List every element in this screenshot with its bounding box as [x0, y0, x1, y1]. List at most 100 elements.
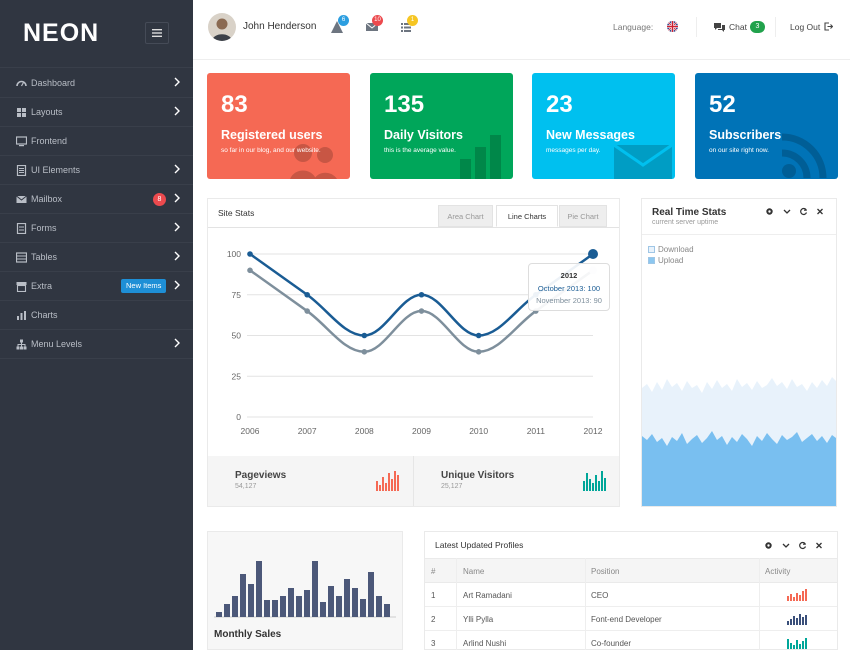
row-name: Arlind Nushi: [463, 639, 507, 648]
realtime-stats-panel: Real Time Stats current server uptime Do…: [641, 198, 837, 507]
sidebar-item-forms[interactable]: Forms: [0, 214, 193, 243]
tile-number: 135: [384, 91, 425, 118]
close-icon[interactable]: [815, 541, 823, 550]
legend-swatch: [648, 246, 655, 253]
sidebar-item-layouts[interactable]: Layouts: [0, 98, 193, 127]
logout-icon[interactable]: [824, 22, 833, 31]
sidebar: NEON Dashboard Layouts Frontend UI Eleme…: [0, 0, 193, 650]
sidebar-item-label: Tables: [31, 252, 58, 262]
data-point: [418, 291, 425, 298]
user-name[interactable]: John Henderson: [243, 21, 317, 32]
data-point: [361, 349, 368, 355]
refresh-icon[interactable]: [798, 541, 807, 550]
sidebar-item-label: Dashboard: [31, 78, 76, 88]
tile-title: Registered users: [221, 128, 323, 142]
sidebar-item-label: Frontend: [31, 136, 68, 146]
tasks-badge: 1: [407, 15, 418, 26]
refresh-icon[interactable]: [799, 207, 808, 216]
header-divider: [696, 17, 697, 37]
top-header: John Henderson 6 10 1 Language: Chat 3 L…: [193, 0, 850, 60]
tooltip-title: 2012: [560, 271, 578, 280]
column-divider: [759, 558, 760, 650]
sidebar-toggle-button[interactable]: [145, 22, 169, 44]
y-tick-label: 75: [232, 290, 242, 300]
chat-icon[interactable]: [714, 22, 725, 32]
data-point: [475, 349, 482, 355]
sidebar-item-tables[interactable]: Tables: [0, 243, 193, 272]
sidebar-item-label: Extra: [31, 281, 53, 291]
sidebar-item-extra[interactable]: Extra New Items: [0, 272, 193, 301]
chevron-right-icon: [174, 251, 180, 261]
row-position: Font-end Developer: [591, 615, 662, 624]
row-position: Co-founder: [591, 639, 632, 648]
tooltip-line-2: November 2013: 90: [536, 296, 602, 305]
tab-pie-chart[interactable]: Pie Chart: [559, 205, 607, 227]
chevron-down-icon[interactable]: [782, 541, 790, 550]
tile-subtitle: messages per day.: [546, 147, 601, 154]
chevron-right-icon: [174, 106, 180, 116]
table-row[interactable]: 2 Ylli Pylla Font-end Developer: [425, 607, 837, 631]
sidebar-item-dashboard[interactable]: Dashboard: [0, 69, 193, 98]
chevron-right-icon: [174, 280, 180, 290]
sidebar-item-menu-levels[interactable]: Menu Levels: [0, 330, 193, 359]
chat-label[interactable]: Chat: [729, 22, 747, 32]
logout-link[interactable]: Log Out: [790, 22, 821, 32]
x-tick-label: 2011: [527, 426, 546, 436]
settings-gear-icon[interactable]: [764, 541, 773, 550]
x-tick-label: 2009: [412, 426, 431, 436]
row-number: 1: [431, 591, 436, 600]
bar-chart-icon: [460, 135, 501, 179]
row-number: 3: [431, 639, 436, 648]
activity-sparkline: [787, 638, 807, 649]
row-name: Art Ramadani: [463, 591, 512, 600]
data-point: [361, 332, 368, 339]
header-divider: [775, 17, 776, 37]
avatar[interactable]: [208, 13, 236, 41]
pageviews-value: 54,127: [235, 483, 257, 490]
brand-logo[interactable]: NEON: [23, 19, 100, 47]
x-tick-label: 2006: [241, 426, 260, 436]
tile-number: 83: [221, 91, 248, 118]
column-header[interactable]: Activity: [765, 567, 791, 576]
user-avatar-icon: [208, 13, 236, 41]
table-row[interactable]: 1 Art Ramadani CEO: [425, 583, 837, 607]
tab-line-charts[interactable]: Line Charts: [496, 205, 558, 227]
chevron-right-icon: [174, 77, 180, 87]
monthly-sales-title: Monthly Sales: [214, 629, 282, 640]
tile-subtitle: so far in our blog, and our website.: [221, 147, 321, 154]
column-header[interactable]: #: [431, 567, 436, 576]
unique-visitors-sparkline: [583, 471, 606, 491]
column-header[interactable]: Position: [591, 567, 620, 576]
panel-title: Site Stats: [218, 208, 255, 218]
chevron-down-icon[interactable]: [783, 207, 791, 216]
data-point: [475, 332, 482, 339]
uk-flag-icon[interactable]: [667, 21, 678, 32]
legend-download: Download: [648, 245, 694, 254]
monthly-sales-bars: [214, 561, 396, 618]
sitemap-icon: [16, 339, 27, 350]
sidebar-item-frontend[interactable]: Frontend: [0, 127, 193, 156]
monitor-icon: [16, 136, 27, 147]
tables-icon: [16, 252, 27, 263]
hamburger-icon: [152, 29, 162, 37]
settings-gear-icon[interactable]: [765, 207, 774, 216]
column-divider: [456, 558, 457, 650]
close-icon[interactable]: [816, 207, 824, 216]
column-header[interactable]: Name: [463, 567, 485, 576]
sidebar-item-ui-elements[interactable]: UI Elements: [0, 156, 193, 185]
notifications-icon[interactable]: [330, 20, 344, 34]
y-tick-label: 50: [232, 331, 242, 341]
activity-sparkline: [787, 589, 807, 601]
column-divider: [585, 558, 586, 650]
data-point: [418, 308, 425, 314]
sidebar-item-charts[interactable]: Charts: [0, 301, 193, 330]
panel-title: Real Time Stats: [652, 207, 727, 218]
realtime-area-chart: [642, 377, 836, 506]
charts-icon: [17, 311, 26, 320]
sidebar-item-mailbox[interactable]: Mailbox 8: [0, 185, 193, 214]
tab-area-chart[interactable]: Area Chart: [438, 205, 493, 227]
table-row[interactable]: 3 Arlind Nushi Co-founder: [425, 631, 837, 650]
layouts-icon: [17, 108, 26, 117]
x-tick-label: 2012: [584, 426, 603, 436]
envelope-icon: [614, 145, 672, 179]
